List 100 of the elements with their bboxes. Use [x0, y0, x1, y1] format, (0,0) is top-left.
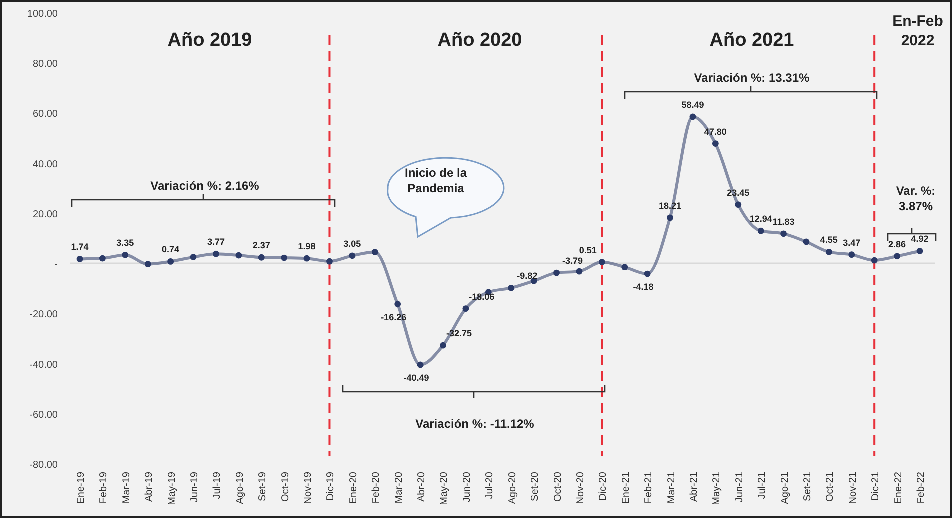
- x-tick-label: Ago-21: [780, 472, 791, 504]
- y-tick-label: -: [54, 260, 58, 271]
- point: [144, 261, 152, 268]
- x-tick-label: Abr-19: [144, 472, 156, 502]
- data-label: -9.82: [517, 271, 538, 282]
- y-tick-label: 20.00: [32, 209, 58, 220]
- y-tick-label: 60.00: [32, 109, 58, 120]
- annotation: Año 2020: [438, 30, 522, 51]
- point: [780, 230, 787, 238]
- x-tick-label: Feb-22: [916, 472, 927, 504]
- data-label: 1.74: [71, 242, 89, 252]
- x-tick-label: Nov-21: [848, 472, 859, 504]
- data-label: 23.45: [727, 188, 750, 198]
- annotation: Inicio de la Pandemia: [404, 166, 468, 196]
- data-label: -32.75: [446, 328, 472, 339]
- point: [76, 256, 84, 262]
- data-label: 47.80: [704, 126, 727, 137]
- data-label: -16.26: [381, 312, 407, 322]
- x-tick-label: Nov-19: [303, 472, 314, 504]
- x-tick-label: Mar-20: [394, 472, 405, 504]
- data-label: 12.94: [750, 214, 772, 224]
- data-label: -4.18: [633, 282, 654, 292]
- y-tick-label: 100.00: [27, 9, 58, 20]
- point: [326, 258, 333, 265]
- point: [598, 259, 606, 266]
- x-tick-label: May-21: [712, 472, 723, 506]
- x-tick-label: Abr-20: [416, 472, 428, 502]
- y-tick-label: -40.00: [30, 360, 58, 371]
- annotation: Año 2021: [710, 30, 795, 51]
- data-label: 18.21: [659, 200, 682, 211]
- data-label: -18.06: [469, 292, 495, 302]
- x-tick-label: Ene-19: [76, 472, 87, 504]
- point: [462, 306, 470, 312]
- x-tick-label: Feb-21: [644, 472, 655, 504]
- x-tick-label: Set-20: [530, 472, 542, 502]
- point: [916, 248, 924, 254]
- x-tick-label: Ene-21: [620, 472, 632, 504]
- x-tick-label: Feb-19: [98, 472, 110, 504]
- point: [554, 270, 560, 276]
- x-tick-label: May-19: [166, 472, 178, 506]
- x-tick-label: Jul-21: [757, 472, 768, 500]
- x-tick-label: Dic-21: [870, 472, 882, 501]
- point: [690, 114, 696, 120]
- y-tick-label: 80.00: [32, 59, 58, 70]
- x-tick-label: Feb-20: [371, 472, 382, 504]
- data-label: 2.37: [252, 240, 270, 251]
- x-tick-label: Jun-21: [734, 472, 746, 503]
- point: [394, 301, 402, 308]
- annotation: Variación %: 2.16%: [150, 179, 260, 193]
- point: [508, 284, 515, 292]
- x-tick-label: Abr-21: [688, 472, 700, 502]
- x-tick-label: Jul-19: [212, 472, 224, 500]
- x-tick-label: Mar-21: [666, 472, 678, 504]
- point: [735, 202, 742, 208]
- point: [190, 254, 197, 260]
- point: [281, 254, 288, 262]
- y-tick-label: 40.00: [32, 159, 58, 170]
- data-label: -40.49: [404, 373, 430, 384]
- point: [100, 255, 106, 262]
- point: [349, 252, 356, 260]
- point: [213, 250, 220, 258]
- x-tick-label: Nov-20: [575, 472, 586, 504]
- x-tick-label: Oct-19: [280, 472, 292, 502]
- point: [576, 268, 583, 275]
- point: [826, 248, 832, 256]
- data-label: 1.98: [298, 242, 316, 252]
- point: [440, 342, 446, 349]
- point: [236, 252, 242, 259]
- data-label: 2.86: [888, 239, 906, 250]
- point: [417, 362, 424, 368]
- x-tick-label: May-20: [439, 472, 450, 506]
- data-label: -3.79: [562, 256, 584, 266]
- annotation: Var. %: 3.87%: [896, 184, 936, 214]
- y-tick-label: -60.00: [30, 410, 58, 421]
- x-tick-label: Set-21: [802, 472, 814, 502]
- x-tick-label: Dic-20: [598, 472, 610, 501]
- point: [803, 238, 810, 246]
- y-tick-label: -80.00: [30, 460, 58, 471]
- annotation: Variación %: 13.31%: [694, 71, 810, 85]
- x-tick-label: Ene-20: [348, 472, 360, 504]
- x-tick-label: Ago-19: [234, 472, 246, 504]
- point: [372, 249, 378, 256]
- data-label: 3.77: [207, 237, 225, 248]
- data-label: 4.55: [820, 235, 838, 246]
- y-tick-label: -20.00: [30, 310, 58, 321]
- data-label: 11.83: [772, 216, 795, 227]
- point: [894, 253, 900, 260]
- x-tick-label: Oct-21: [825, 472, 836, 502]
- point: [667, 214, 674, 222]
- point: [258, 254, 265, 261]
- annotation: Año 2019: [168, 30, 252, 51]
- point: [712, 140, 719, 147]
- point: [848, 252, 856, 258]
- annotation: Variación %: -11.12%: [416, 417, 535, 431]
- data-label: 58.49: [682, 100, 704, 110]
- x-tick-label: Ago-20: [507, 472, 518, 504]
- x-tick-label: Mar-19: [121, 472, 132, 504]
- x-tick-label: Oct-20: [552, 472, 564, 502]
- data-label: 3.05: [344, 238, 362, 249]
- x-tick-label: Jul-20: [484, 472, 496, 500]
